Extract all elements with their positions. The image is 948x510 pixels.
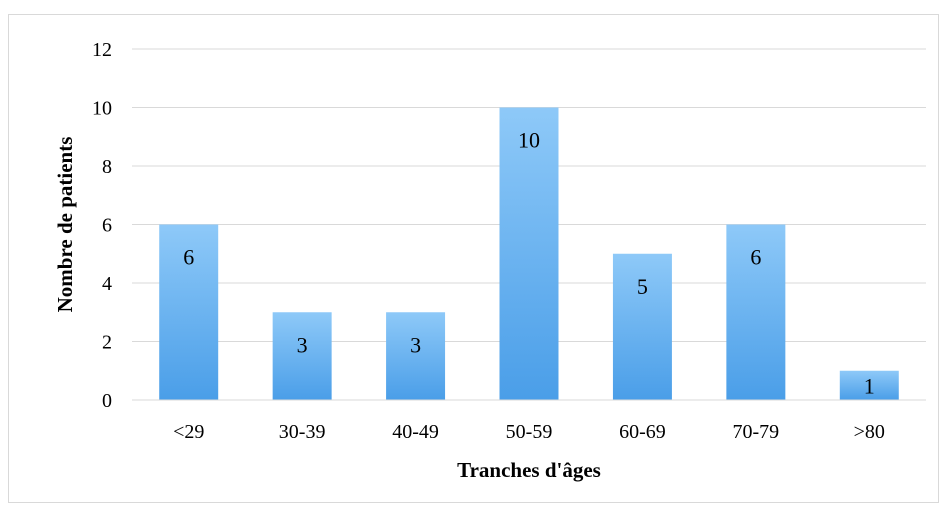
x-tick-label: 70-79 (733, 421, 780, 443)
y-tick-label: 6 (102, 215, 112, 237)
data-label: 6 (750, 245, 761, 270)
x-tick-label: <29 (173, 421, 204, 443)
bar-60-69 (612, 253, 672, 400)
data-label: 5 (637, 274, 648, 299)
data-label: 3 (410, 332, 421, 357)
bar-40-49 (386, 312, 446, 400)
bar->80 (839, 370, 899, 400)
bar-50-59 (499, 107, 559, 400)
y-tick-label: 10 (92, 98, 112, 120)
bars: 6 3 3 10 5 6 1 (159, 107, 899, 400)
bar-70-79 (726, 224, 786, 400)
x-tick-label: 30-39 (279, 421, 326, 443)
x-tick-label: >80 (854, 421, 885, 443)
bar-30-39 (272, 312, 332, 400)
x-tick-label: 60-69 (619, 421, 666, 443)
data-label: 6 (183, 245, 194, 270)
data-label: 3 (297, 332, 308, 357)
data-label: 1 (864, 373, 875, 398)
x-axis-title: Tranches d'âges (457, 458, 601, 482)
data-label: 10 (518, 128, 540, 153)
y-axis-ticks: 0 2 4 6 8 10 12 (92, 39, 112, 412)
y-axis-title: Nombre de patients (53, 137, 77, 313)
y-tick-label: 4 (102, 273, 112, 295)
y-tick-label: 0 (102, 390, 112, 412)
x-tick-label: 40-49 (392, 421, 439, 443)
x-tick-label: 50-59 (506, 421, 553, 443)
y-tick-label: 2 (102, 332, 112, 354)
x-axis-ticks: <29 30-39 40-49 50-59 60-69 70-79 >80 (173, 421, 885, 443)
bar-<29 (159, 224, 219, 400)
y-tick-label: 12 (92, 39, 112, 61)
y-tick-label: 8 (102, 156, 112, 178)
